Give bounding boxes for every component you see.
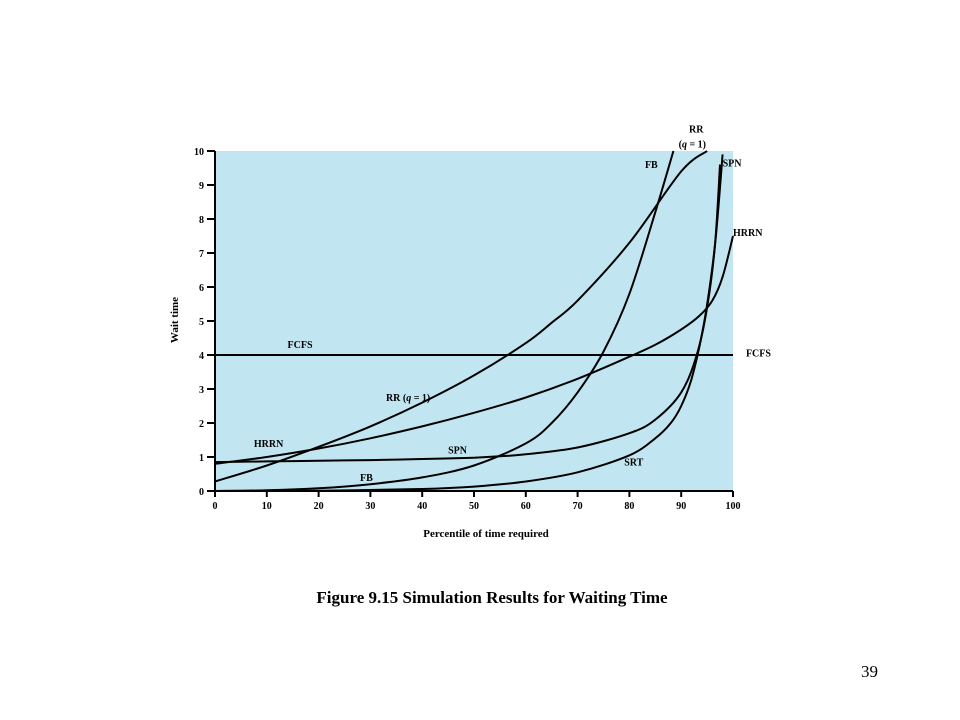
series-line-srt — [214, 154, 724, 492]
series-label: FB — [645, 160, 658, 171]
series-label: RR (q = 1) — [386, 393, 430, 404]
x-tick-label: 80 — [624, 501, 634, 512]
x-tick-label: 20 — [314, 501, 324, 512]
series-label: FCFS — [288, 340, 313, 351]
figure-caption: Figure 9.15 Simulation Results for Waiti… — [316, 588, 668, 607]
series-label: RR — [689, 124, 704, 135]
series-label: SPN — [723, 158, 743, 169]
y-tick-label: 9 — [199, 181, 204, 192]
y-tick-label: 3 — [199, 385, 204, 396]
series-lines — [214, 150, 734, 492]
y-tick-label: 0 — [199, 487, 204, 498]
series-line-rr-q-1 — [214, 150, 708, 483]
y-ticks: 0 1 2 3 4 5 6 7 8 9 10 — [194, 147, 215, 498]
x-tick-label: 90 — [676, 501, 686, 512]
series-label: FCFS — [746, 349, 771, 360]
x-tick-label: 50 — [469, 501, 479, 512]
series-label: HRRN — [733, 228, 763, 239]
series-label: HRRN — [254, 439, 284, 450]
series-label: FB — [360, 473, 373, 484]
x-axis-label: Percentile of time required — [423, 528, 549, 540]
series-label: SRT — [624, 458, 643, 469]
y-tick-label: 7 — [199, 249, 204, 260]
series-labels: FCFS FCFS RR (q = 1) HRRN SPN FB SRT FB RR (q = 1… — [254, 124, 772, 484]
x-tick-label: 70 — [573, 501, 583, 512]
x-tick-label: 30 — [365, 501, 375, 512]
x-tick-label: 60 — [521, 501, 531, 512]
y-tick-label: 2 — [199, 419, 204, 430]
x-tick-label: 100 — [726, 501, 741, 512]
x-tick-label: 0 — [213, 501, 218, 512]
y-tick-label: 5 — [199, 317, 204, 328]
y-tick-label: 10 — [194, 147, 204, 158]
x-tick-label: 10 — [262, 501, 272, 512]
y-tick-label: 4 — [199, 351, 204, 362]
x-tick-label: 40 — [417, 501, 427, 512]
x-ticks: 0 10 20 30 40 50 60 70 80 90 100 — [213, 491, 741, 512]
plot-area — [215, 151, 733, 491]
y-tick-label: 1 — [199, 453, 204, 464]
series-line-hrrn — [214, 235, 734, 465]
series-line-fb — [214, 150, 675, 492]
y-axis-label: Wait time — [169, 297, 181, 343]
series-label: SPN — [448, 446, 468, 457]
y-tick-label: 6 — [199, 283, 204, 294]
page-number: 39 — [861, 662, 878, 681]
series-label: (q = 1) — [679, 140, 706, 151]
y-tick-label: 8 — [199, 215, 204, 226]
